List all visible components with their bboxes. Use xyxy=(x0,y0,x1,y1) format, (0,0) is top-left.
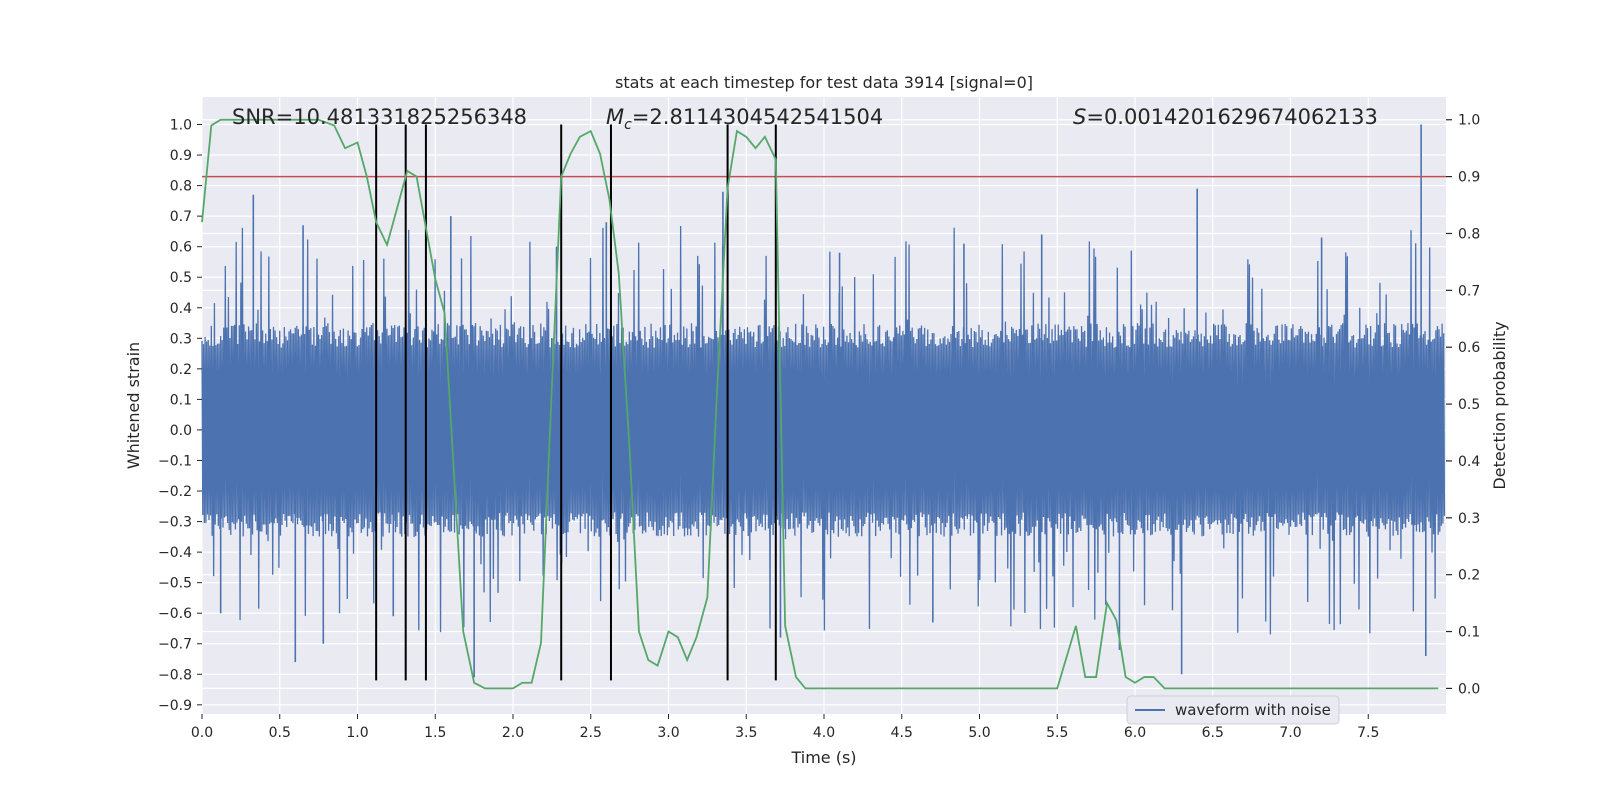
y-tick-label: 0.9 xyxy=(170,148,192,164)
y-tick-label: 0.1 xyxy=(170,392,192,408)
x-tick-label: 5.5 xyxy=(1046,725,1068,741)
y-tick-label: −0.8 xyxy=(158,667,192,683)
y-tick-label: −0.6 xyxy=(158,606,192,622)
legend-box xyxy=(1126,695,1340,725)
y-axis-left: 1.0 0.9 0.8 0.7 0.6 0.5 0.4 0.3 0.2 0.1 0.0 −0.1 −0.… xyxy=(158,117,202,714)
y-tick-label: −0.2 xyxy=(158,484,192,500)
y-tick-label: −0.4 xyxy=(158,545,192,561)
y-axis-right: 1.0 0.9 0.8 0.7 0.6 0.5 0.4 0.3 0.2 0.1 0.0 xyxy=(1446,113,1480,697)
x-axis-label: Time (s) xyxy=(790,748,856,767)
legend-label: waveform with noise xyxy=(1175,701,1331,719)
y-tick-label: 0.7 xyxy=(170,209,192,225)
y-tick-label: −0.7 xyxy=(158,637,192,653)
x-tick-label: 2.5 xyxy=(580,725,602,741)
waveform-with-noise-series xyxy=(201,225,1446,635)
x-tick-label: 4.0 xyxy=(813,725,835,741)
x-tick-label: 5.0 xyxy=(968,725,990,741)
x-tick-label: 4.5 xyxy=(891,725,913,741)
y-tick-label: 0.3 xyxy=(170,331,192,347)
y-tick-label: −0.1 xyxy=(158,453,192,469)
y-tick-label: 1.0 xyxy=(170,117,192,133)
y-right-tick-label: 0.3 xyxy=(1458,511,1480,527)
x-tick-label: 3.0 xyxy=(657,725,679,741)
y-right-tick-label: 0.0 xyxy=(1458,681,1480,697)
chirp-mass-annotation: Mc=2.8114304542541504 xyxy=(606,105,883,133)
y-tick-label: 0.5 xyxy=(170,270,192,286)
y-tick-label: 0.6 xyxy=(170,240,192,256)
y-right-tick-label: 0.7 xyxy=(1458,283,1480,299)
vertical-markers xyxy=(375,124,777,681)
y-right-tick-label: 0.2 xyxy=(1458,568,1480,584)
y-tick-label: 0.8 xyxy=(170,179,192,195)
y-tick-label: −0.3 xyxy=(158,515,192,531)
x-tick-label: 7.5 xyxy=(1357,725,1379,741)
x-axis: 0.0 0.5 1.0 1.5 2.0 2.5 3.0 3.5 4.0 4.5 5.0 5.5 6.0 6… xyxy=(191,714,1379,741)
y-right-tick-label: 0.1 xyxy=(1458,625,1480,641)
y-tick-label: 0.2 xyxy=(170,362,192,378)
x-tick-label: 6.5 xyxy=(1202,725,1224,741)
y-right-tick-label: 1.0 xyxy=(1458,113,1480,129)
y-axis-label: Whitened strain xyxy=(124,342,143,469)
y-tick-label: −0.5 xyxy=(158,576,192,592)
detection-probability-series xyxy=(201,118,1439,690)
waveform-spikes xyxy=(219,124,1427,678)
y-right-axis-label: Detection probability xyxy=(1490,321,1509,489)
x-tick-label: 0.0 xyxy=(191,725,213,741)
y-right-tick-label: 0.5 xyxy=(1458,397,1480,413)
y-right-tick-label: 0.9 xyxy=(1458,170,1480,186)
x-tick-label: 1.5 xyxy=(424,725,446,741)
y-tick-label: 0.4 xyxy=(170,301,192,317)
y-right-tick-label: 0.8 xyxy=(1458,226,1480,242)
x-tick-label: 3.5 xyxy=(735,725,757,741)
x-tick-label: 1.0 xyxy=(346,725,368,741)
x-tick-label: 0.5 xyxy=(269,725,291,741)
y-right-tick-label: 0.6 xyxy=(1458,340,1480,356)
x-tick-label: 7.0 xyxy=(1279,725,1301,741)
legend: waveform with noise xyxy=(1126,695,1340,725)
y-tick-label: −0.9 xyxy=(158,698,192,714)
x-tick-label: 6.0 xyxy=(1124,725,1146,741)
y-tick-label: 0.0 xyxy=(170,423,192,439)
statistic-annotation: S=0.0014201629674062133 xyxy=(1073,105,1378,129)
chart-title: stats at each timestep for test data 391… xyxy=(615,73,1033,92)
x-tick-label: 2.0 xyxy=(502,725,524,741)
y-right-tick-label: 0.4 xyxy=(1458,454,1480,470)
snr-annotation: SNR=10.481331825256348 xyxy=(232,105,527,129)
